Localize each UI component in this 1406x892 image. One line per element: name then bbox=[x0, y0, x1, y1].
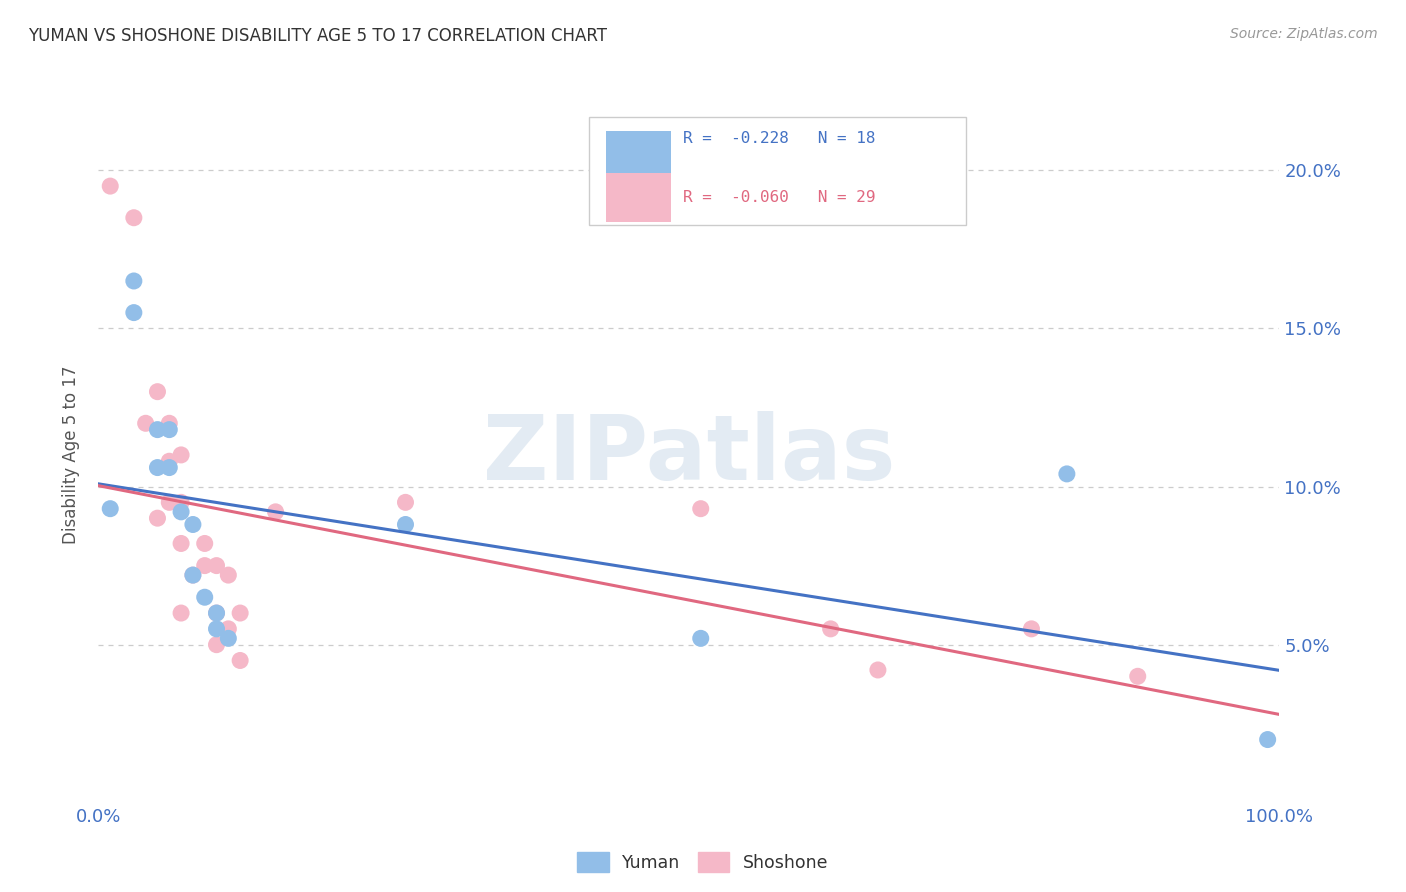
Point bbox=[170, 505, 193, 519]
Text: R =  -0.060   N = 29: R = -0.060 N = 29 bbox=[683, 190, 876, 205]
Point bbox=[194, 591, 217, 605]
FancyBboxPatch shape bbox=[606, 131, 671, 180]
Point bbox=[217, 632, 239, 646]
Point bbox=[135, 417, 157, 431]
Point bbox=[217, 622, 239, 636]
Point bbox=[689, 501, 711, 516]
Point bbox=[194, 536, 217, 550]
Point bbox=[689, 632, 711, 646]
Point bbox=[205, 638, 228, 652]
Point bbox=[205, 606, 228, 620]
Point bbox=[170, 606, 193, 620]
FancyBboxPatch shape bbox=[606, 173, 671, 222]
Point bbox=[157, 460, 180, 475]
Point bbox=[181, 568, 204, 582]
Text: ZIPatlas: ZIPatlas bbox=[482, 411, 896, 499]
Point bbox=[1056, 467, 1078, 481]
Point bbox=[1257, 732, 1279, 747]
Point bbox=[205, 622, 228, 636]
Point bbox=[205, 558, 228, 573]
Point bbox=[194, 558, 217, 573]
Point bbox=[157, 495, 180, 509]
Text: YUMAN VS SHOSHONE DISABILITY AGE 5 TO 17 CORRELATION CHART: YUMAN VS SHOSHONE DISABILITY AGE 5 TO 17… bbox=[28, 27, 607, 45]
Point bbox=[394, 517, 416, 532]
Point bbox=[264, 505, 287, 519]
Point bbox=[146, 460, 169, 475]
Point bbox=[181, 517, 204, 532]
Point bbox=[122, 211, 145, 225]
Point bbox=[229, 653, 252, 667]
Legend: Yuman, Shoshone: Yuman, Shoshone bbox=[571, 845, 835, 879]
Y-axis label: Disability Age 5 to 17: Disability Age 5 to 17 bbox=[62, 366, 80, 544]
Point bbox=[170, 448, 193, 462]
Point bbox=[98, 501, 121, 516]
Point bbox=[157, 423, 180, 437]
Point bbox=[157, 417, 180, 431]
Point bbox=[122, 305, 145, 319]
Text: Source: ZipAtlas.com: Source: ZipAtlas.com bbox=[1230, 27, 1378, 41]
Point bbox=[98, 179, 121, 194]
Point bbox=[181, 568, 204, 582]
Point bbox=[170, 536, 193, 550]
Point bbox=[157, 454, 180, 468]
Point bbox=[146, 511, 169, 525]
Point bbox=[394, 495, 416, 509]
Point bbox=[122, 274, 145, 288]
Point bbox=[229, 606, 252, 620]
Point bbox=[146, 423, 169, 437]
Point bbox=[820, 622, 842, 636]
Point bbox=[170, 495, 193, 509]
Point bbox=[146, 384, 169, 399]
Text: R =  -0.228   N = 18: R = -0.228 N = 18 bbox=[683, 131, 876, 146]
FancyBboxPatch shape bbox=[589, 118, 966, 226]
Point bbox=[217, 568, 239, 582]
Point bbox=[205, 606, 228, 620]
Point bbox=[1126, 669, 1149, 683]
Point bbox=[1021, 622, 1043, 636]
Point bbox=[866, 663, 889, 677]
